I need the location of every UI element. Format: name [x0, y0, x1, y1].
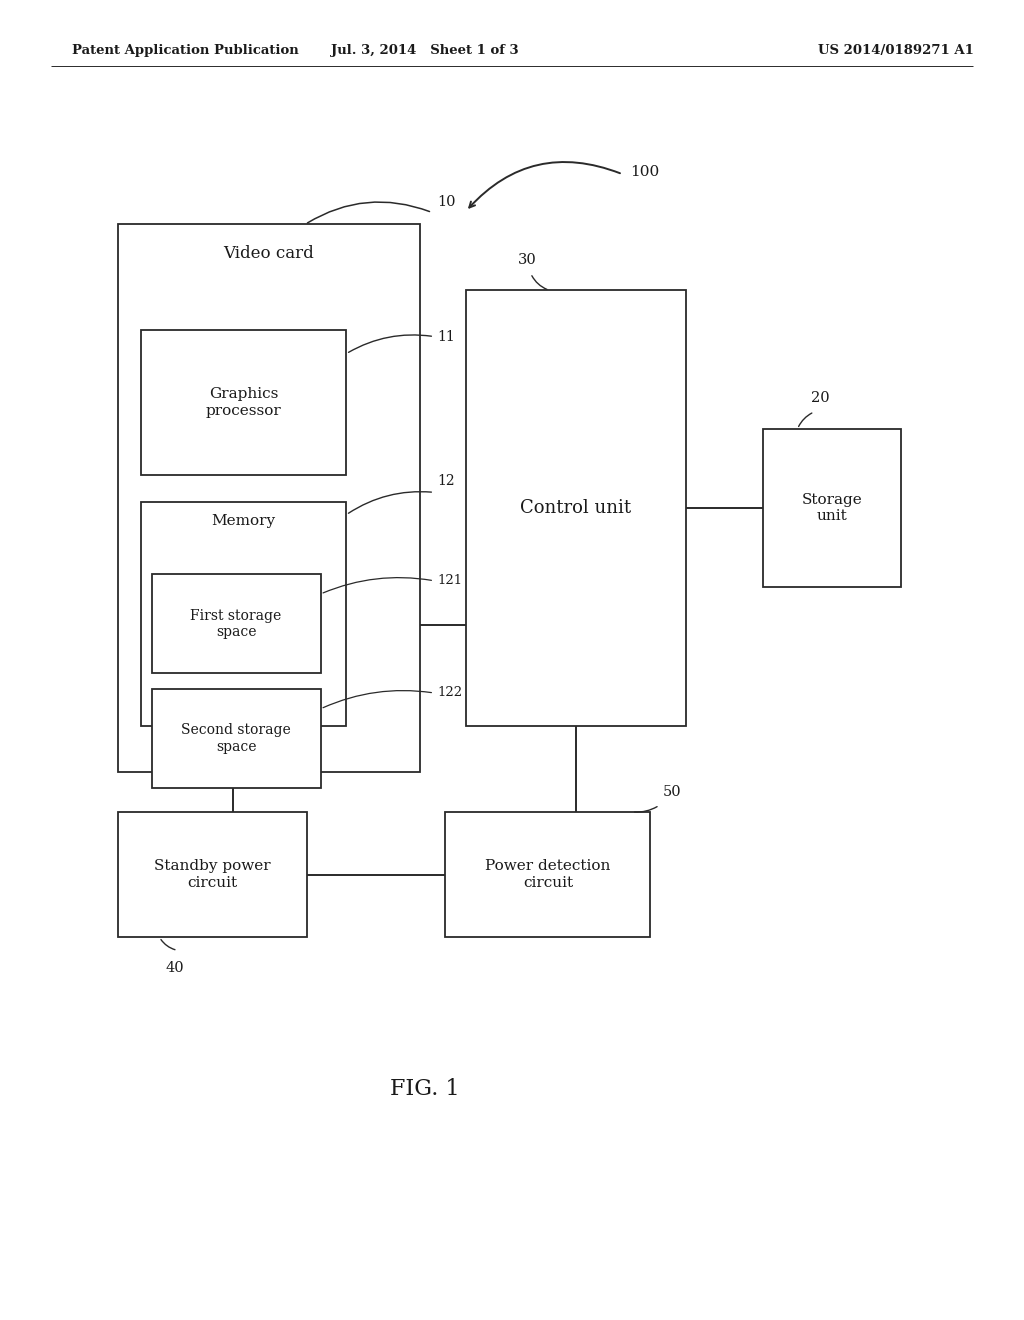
- Text: Video card: Video card: [223, 246, 314, 261]
- Bar: [466, 290, 686, 726]
- Text: First storage
space: First storage space: [190, 609, 282, 639]
- Text: 30: 30: [518, 252, 537, 267]
- Text: US 2014/0189271 A1: US 2014/0189271 A1: [818, 44, 974, 57]
- Text: Memory: Memory: [212, 515, 275, 528]
- Bar: [763, 429, 901, 587]
- Text: 10: 10: [437, 194, 456, 209]
- Text: Standby power
circuit: Standby power circuit: [155, 859, 270, 890]
- Bar: [445, 812, 650, 937]
- Text: 12: 12: [437, 474, 455, 488]
- Bar: [118, 224, 420, 772]
- Text: FIG. 1: FIG. 1: [390, 1078, 460, 1100]
- Text: 20: 20: [811, 391, 829, 405]
- Bar: [118, 812, 307, 937]
- Text: 11: 11: [437, 330, 455, 343]
- Text: 122: 122: [437, 686, 463, 700]
- Text: 100: 100: [630, 165, 659, 178]
- Text: Jul. 3, 2014   Sheet 1 of 3: Jul. 3, 2014 Sheet 1 of 3: [331, 44, 519, 57]
- Text: Patent Application Publication: Patent Application Publication: [72, 44, 298, 57]
- Text: Control unit: Control unit: [520, 499, 632, 517]
- Text: Graphics
processor: Graphics processor: [206, 388, 282, 417]
- Text: Storage
unit: Storage unit: [802, 494, 862, 523]
- Bar: [141, 330, 346, 475]
- Bar: [141, 502, 346, 726]
- Text: 121: 121: [437, 574, 463, 587]
- Text: 50: 50: [663, 784, 681, 799]
- Bar: [152, 574, 321, 673]
- Bar: [152, 689, 321, 788]
- Text: 40: 40: [165, 961, 184, 975]
- Text: Power detection
circuit: Power detection circuit: [485, 859, 610, 890]
- Text: Second storage
space: Second storage space: [181, 723, 291, 754]
